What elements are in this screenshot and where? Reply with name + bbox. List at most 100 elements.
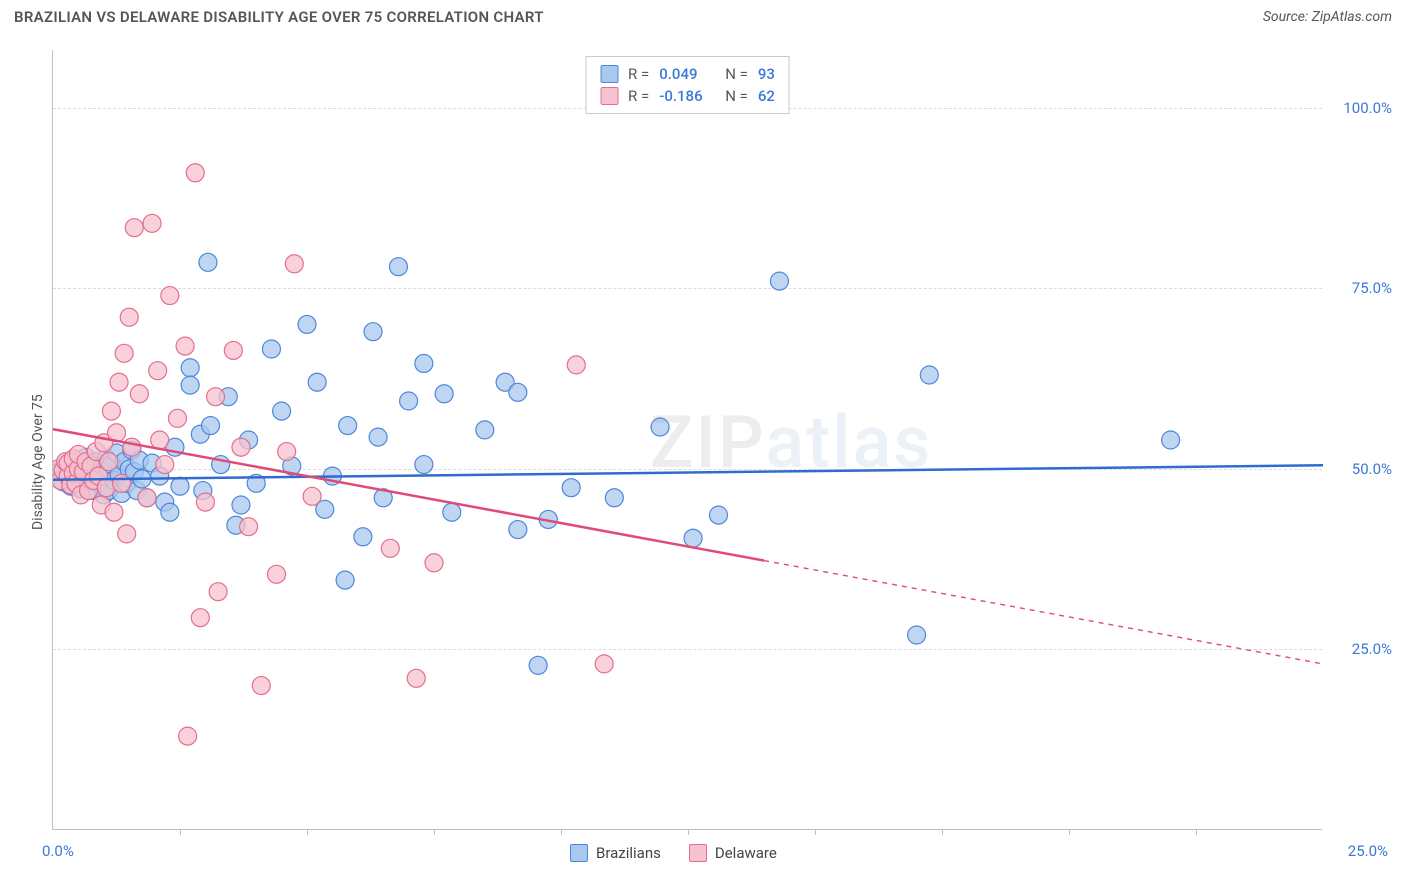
trend-line-brazilians xyxy=(53,465,1323,479)
legend-item-delaware: Delaware xyxy=(689,844,777,862)
stats-legend-row-brazilians: R =0.049N =93 xyxy=(600,63,775,85)
data-point-brazilians xyxy=(283,457,301,475)
data-point-brazilians xyxy=(529,656,547,674)
data-point-brazilians xyxy=(364,323,382,341)
data-point-delaware xyxy=(209,583,227,601)
n-value-brazilians: 93 xyxy=(758,65,775,83)
data-point-brazilians xyxy=(95,463,113,481)
data-point-delaware xyxy=(207,388,225,406)
data-point-brazilians xyxy=(53,461,70,479)
data-point-brazilians xyxy=(400,392,418,410)
data-point-delaware xyxy=(115,344,133,362)
data-point-delaware xyxy=(303,487,321,505)
data-point-brazilians xyxy=(161,503,179,521)
data-point-brazilians xyxy=(354,528,372,546)
data-point-brazilians xyxy=(97,450,115,468)
data-point-delaware xyxy=(285,255,303,273)
data-point-delaware xyxy=(108,424,126,442)
data-point-delaware xyxy=(149,362,167,380)
source-attribution: Source: ZipAtlas.com xyxy=(1263,9,1392,25)
data-point-brazilians xyxy=(156,493,174,511)
data-point-delaware xyxy=(179,727,197,745)
data-point-delaware xyxy=(85,471,103,489)
data-point-delaware xyxy=(87,443,105,461)
data-point-brazilians xyxy=(166,438,184,456)
data-point-brazilians xyxy=(138,489,156,507)
x-axis-origin-label: 0.0% xyxy=(42,842,74,860)
gridline xyxy=(53,649,1322,650)
data-point-brazilians xyxy=(684,529,702,547)
data-point-delaware xyxy=(53,471,70,489)
data-point-brazilians xyxy=(227,516,245,534)
data-point-brazilians xyxy=(443,503,461,521)
swatch-delaware xyxy=(689,844,707,862)
data-point-brazilians xyxy=(415,354,433,372)
r-label: R = xyxy=(628,87,649,105)
data-point-delaware xyxy=(80,482,98,500)
trend-line-delaware xyxy=(53,429,764,560)
n-label: N = xyxy=(725,87,748,105)
data-point-brazilians xyxy=(273,402,291,420)
gridline xyxy=(53,469,1322,470)
data-point-delaware xyxy=(64,464,82,482)
data-point-brazilians xyxy=(435,385,453,403)
data-point-delaware xyxy=(113,474,131,492)
data-point-delaware xyxy=(196,493,214,511)
data-point-delaware xyxy=(151,431,169,449)
data-point-brazilians xyxy=(262,340,280,358)
n-value-delaware: 62 xyxy=(758,87,775,105)
data-point-brazilians xyxy=(920,366,938,384)
x-tick xyxy=(1069,829,1070,835)
data-point-brazilians xyxy=(62,477,80,495)
data-point-brazilians xyxy=(125,463,143,481)
data-point-brazilians xyxy=(191,425,209,443)
data-point-delaware xyxy=(425,554,443,572)
data-point-delaware xyxy=(268,565,286,583)
data-point-delaware xyxy=(95,434,113,452)
x-tick xyxy=(307,829,308,835)
data-point-delaware xyxy=(97,479,115,497)
data-point-brazilians xyxy=(240,431,258,449)
data-point-brazilians xyxy=(85,464,103,482)
data-point-brazilians xyxy=(113,484,131,502)
y-axis-title: Disability Age Over 75 xyxy=(30,394,46,530)
data-point-brazilians xyxy=(415,456,433,474)
data-point-brazilians xyxy=(57,457,75,475)
data-point-brazilians xyxy=(369,428,387,446)
r-value-brazilians: 0.049 xyxy=(659,65,715,83)
data-point-delaware xyxy=(120,308,138,326)
swatch-brazilians xyxy=(600,65,618,83)
data-point-delaware xyxy=(82,457,100,475)
data-point-brazilians xyxy=(651,418,669,436)
data-point-delaware xyxy=(105,503,123,521)
data-point-brazilians xyxy=(298,315,316,333)
data-point-delaware xyxy=(69,445,87,463)
data-point-brazilians xyxy=(232,496,250,514)
chart-svg xyxy=(53,50,1323,830)
data-point-brazilians xyxy=(108,444,126,462)
data-point-delaware xyxy=(224,341,242,359)
data-point-brazilians xyxy=(72,480,90,498)
data-point-delaware xyxy=(407,669,425,687)
r-value-delaware: -0.186 xyxy=(659,87,715,105)
x-tick xyxy=(561,829,562,835)
data-point-brazilians xyxy=(336,571,354,589)
x-axis-max-label: 25.0% xyxy=(1348,842,1388,860)
x-tick xyxy=(434,829,435,835)
data-point-brazilians xyxy=(77,448,95,466)
data-point-delaware xyxy=(102,402,120,420)
data-point-delaware xyxy=(176,337,194,355)
data-point-brazilians xyxy=(100,482,118,500)
data-point-delaware xyxy=(125,219,143,237)
data-point-brazilians xyxy=(509,521,527,539)
data-point-brazilians xyxy=(128,482,146,500)
legend-item-brazilians: Brazilians xyxy=(570,844,661,862)
n-label: N = xyxy=(725,65,748,83)
data-point-delaware xyxy=(240,518,258,536)
chart-title: BRAZILIAN VS DELAWARE DISABILITY AGE OVE… xyxy=(14,8,544,26)
swatch-brazilians xyxy=(570,844,588,862)
source-name: ZipAtlas.com xyxy=(1312,9,1392,25)
data-point-delaware xyxy=(92,496,110,514)
data-point-brazilians xyxy=(133,470,151,488)
series-legend: Brazilians Delaware xyxy=(570,844,777,862)
